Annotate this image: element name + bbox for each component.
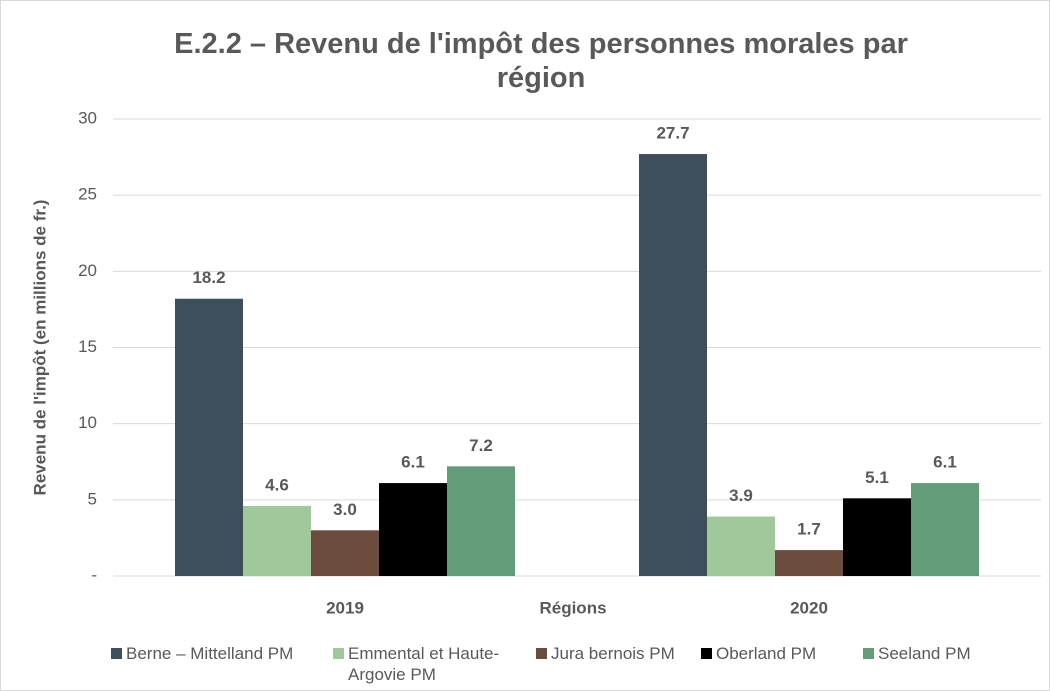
x-tick-label: 2019	[326, 598, 364, 617]
legend-item: Seeland PM	[863, 643, 971, 664]
y-axis-title: Revenu de l'impôt (en millions de fr.)	[30, 200, 49, 496]
bar	[707, 516, 775, 576]
data-label: 5.1	[865, 468, 889, 487]
bar	[775, 550, 843, 576]
legend-label: Berne – Mittelland PM	[126, 644, 294, 663]
data-label: 27.7	[656, 124, 689, 143]
y-tick-label: 20	[78, 261, 97, 280]
data-label: 1.7	[797, 520, 821, 539]
bar	[175, 298, 243, 576]
x-axis-title: Régions	[539, 598, 606, 617]
bar	[311, 530, 379, 576]
legend-swatch	[536, 648, 547, 659]
legend-label: Jura bernois PM	[551, 644, 675, 663]
legend-swatch	[701, 648, 712, 659]
legend-item: Oberland PM	[701, 643, 816, 664]
legend-item: Jura bernois PM	[536, 643, 675, 664]
bar	[243, 505, 311, 576]
y-tick-label: 10	[78, 413, 97, 432]
y-tick-label: -	[91, 565, 97, 584]
y-tick-label: 15	[78, 337, 97, 356]
y-tick-label: 30	[78, 108, 97, 127]
bar	[639, 154, 707, 576]
legend-label: Oberland PM	[716, 644, 817, 663]
legend-swatch	[111, 648, 122, 659]
legend-swatch	[863, 648, 874, 659]
legend-item: Berne – Mittelland PM	[111, 643, 293, 664]
data-label: 3.9	[729, 486, 753, 505]
legend-swatch	[333, 648, 344, 659]
bar	[379, 483, 447, 576]
x-tick-label: 2020	[790, 598, 828, 617]
bar	[911, 483, 979, 576]
chart-title: E.2.2 – Revenu de l'impôt des personnes …	[174, 28, 908, 94]
legend-item: Emmental et Haute-Argovie PM	[333, 643, 518, 685]
legend-label: Seeland PM	[878, 644, 971, 663]
data-label: 6.1	[933, 453, 957, 472]
data-label: 3.0	[333, 500, 357, 519]
data-label: 7.2	[469, 436, 493, 455]
data-label: 18.2	[192, 268, 225, 287]
bar	[447, 466, 515, 576]
y-tick-label: 5	[88, 489, 97, 508]
bar	[843, 498, 911, 576]
y-tick-label: 25	[78, 185, 97, 204]
legend-label: Emmental et Haute-Argovie PM	[348, 644, 500, 684]
data-label: 6.1	[401, 453, 425, 472]
data-label: 4.6	[265, 475, 289, 494]
